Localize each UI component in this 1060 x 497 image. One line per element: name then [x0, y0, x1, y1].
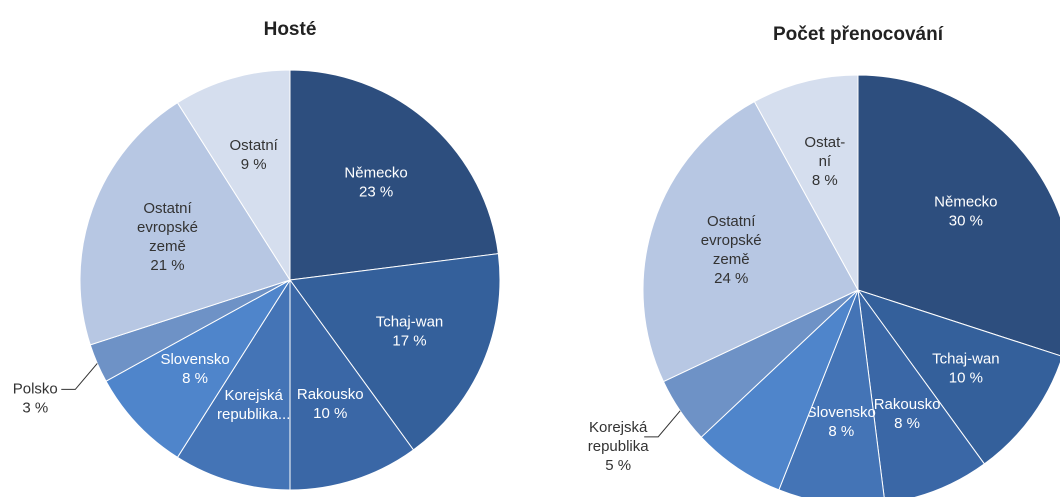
label-line: Rakousko: [874, 396, 941, 413]
chart-title: Hosté: [264, 19, 317, 40]
slice-label: Ostat-ní: [804, 134, 845, 170]
pie-slice: [79, 102, 291, 346]
label-line: republika: [588, 438, 650, 455]
slice-label: Ostatní evropské země: [137, 200, 198, 255]
value-label: 9 %: [241, 156, 267, 173]
label-line: evropské: [137, 219, 198, 236]
slice-label: Rakousko: [297, 386, 364, 403]
pie-slice: [753, 74, 859, 291]
label-line: Slovensko: [807, 404, 876, 421]
label-line: Korejská: [589, 419, 648, 436]
value-label: 30 %: [949, 213, 983, 230]
label-line: Německo: [934, 194, 997, 211]
value-label: 10 %: [313, 405, 347, 422]
label-line: Ostatní: [707, 213, 756, 230]
pie-slice: [176, 278, 291, 491]
slice-label: Slovensko: [807, 404, 876, 421]
slice-label: Německo: [344, 164, 407, 181]
label-line: Tchaj-wan: [932, 350, 1000, 367]
value-label: 21 %: [150, 257, 184, 274]
value-label: 17 %: [392, 333, 426, 350]
slice-label: Ostatní: [229, 137, 278, 154]
label-line: evropské: [701, 232, 762, 249]
slice-label: Korejská republika...: [217, 387, 290, 423]
chart-title: Počet přenocování: [773, 24, 944, 45]
slice-label: Ostatní evropské země: [701, 213, 762, 268]
label-line: Korejská: [224, 387, 283, 404]
pie-slice: [289, 253, 501, 451]
label-line: země: [149, 238, 186, 255]
label-line: Německo: [344, 164, 407, 181]
leader-line: [61, 363, 98, 390]
label-line: Tchaj-wan: [376, 314, 444, 331]
slice-label: Rakousko: [874, 396, 941, 413]
value-label: 23 %: [359, 183, 393, 200]
slice-label: Korejská republika: [588, 419, 650, 455]
value-label: 10 %: [949, 369, 983, 386]
slice-label: Polsko: [13, 380, 58, 397]
label-line: Slovensko: [160, 351, 229, 368]
pie-slice: [857, 74, 1060, 357]
leader-line: [644, 410, 681, 438]
pie-slice: [642, 100, 859, 383]
slice-label: Tchaj-wan: [932, 350, 1000, 367]
value-label: 8 %: [828, 423, 854, 440]
pie-slice: [857, 289, 986, 497]
value-label: 8 %: [894, 415, 920, 432]
pie-slice: [778, 289, 885, 497]
label-line: republika...: [217, 406, 290, 423]
label-line: Rakousko: [297, 386, 364, 403]
value-label: 8 %: [812, 172, 838, 189]
label-line: Ostatní: [229, 137, 278, 154]
label-line: Ostatní: [143, 200, 192, 217]
pie-slice: [289, 69, 499, 281]
value-label: 3 %: [22, 399, 48, 416]
slice-label: Slovensko: [160, 351, 229, 368]
pie-slice: [176, 69, 291, 282]
label-line: Polsko: [13, 380, 58, 397]
label-line: země: [713, 251, 750, 268]
value-label: 8 %: [182, 370, 208, 387]
pie-slice: [289, 278, 415, 491]
pie-slice: [105, 279, 291, 458]
label-line: Ostat-: [804, 134, 845, 151]
value-label: 24 %: [714, 270, 748, 287]
value-label: 5 %: [605, 457, 631, 474]
slice-label: Německo: [934, 194, 997, 211]
label-line: ní: [819, 153, 832, 170]
slice-label: Tchaj-wan: [376, 314, 444, 331]
